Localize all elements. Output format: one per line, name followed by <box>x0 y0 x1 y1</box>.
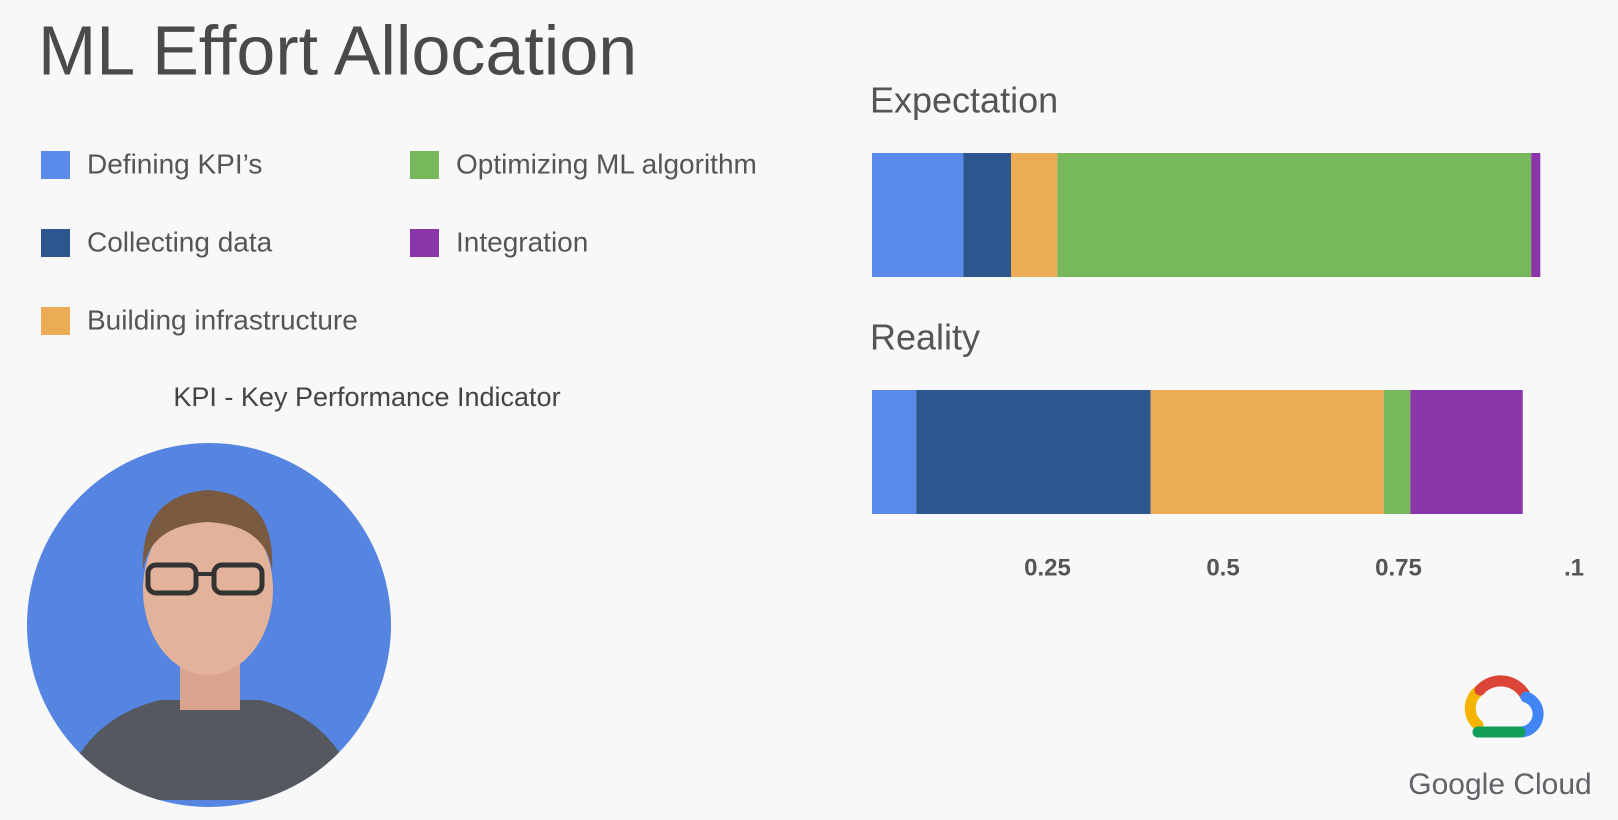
bar-segment <box>1410 390 1523 514</box>
bar-segment <box>1010 153 1058 277</box>
bar-segment <box>1383 390 1411 514</box>
legend-label: Integration <box>456 226 588 257</box>
x-tick-label: .1 <box>1564 554 1584 581</box>
legend-swatch <box>41 307 70 335</box>
brand-text: Google Cloud <box>1408 768 1591 801</box>
x-tick-label: 0.5 <box>1206 554 1239 581</box>
legend-label: Building infrastructure <box>87 304 358 335</box>
slide-title: ML Effort Allocation <box>38 11 637 89</box>
legend-swatch <box>410 229 439 257</box>
category-label: Reality <box>870 317 980 358</box>
legend-swatch <box>410 151 439 179</box>
legend-label: Optimizing ML algorithm <box>456 148 757 179</box>
bar-segment <box>963 153 1011 277</box>
category-label: Expectation <box>870 80 1058 121</box>
bar-segment <box>1531 153 1541 277</box>
x-tick-label: 0.75 <box>1375 554 1422 581</box>
bar-segment <box>1150 390 1384 514</box>
x-tick-label: 0.25 <box>1024 554 1071 581</box>
legend-label: Collecting data <box>87 226 273 257</box>
legend-swatch <box>41 229 70 257</box>
bar-segment <box>1057 153 1532 277</box>
bar-segment <box>916 390 1151 514</box>
bar-segment <box>872 153 964 277</box>
bar-segment <box>872 390 917 514</box>
presenter-photo <box>27 443 391 807</box>
legend-swatch <box>41 151 70 179</box>
cloud-logo <box>1464 675 1544 738</box>
annotation: KPI - Key Performance Indicator <box>173 382 560 412</box>
legend-label: Defining KPI’s <box>87 148 262 179</box>
